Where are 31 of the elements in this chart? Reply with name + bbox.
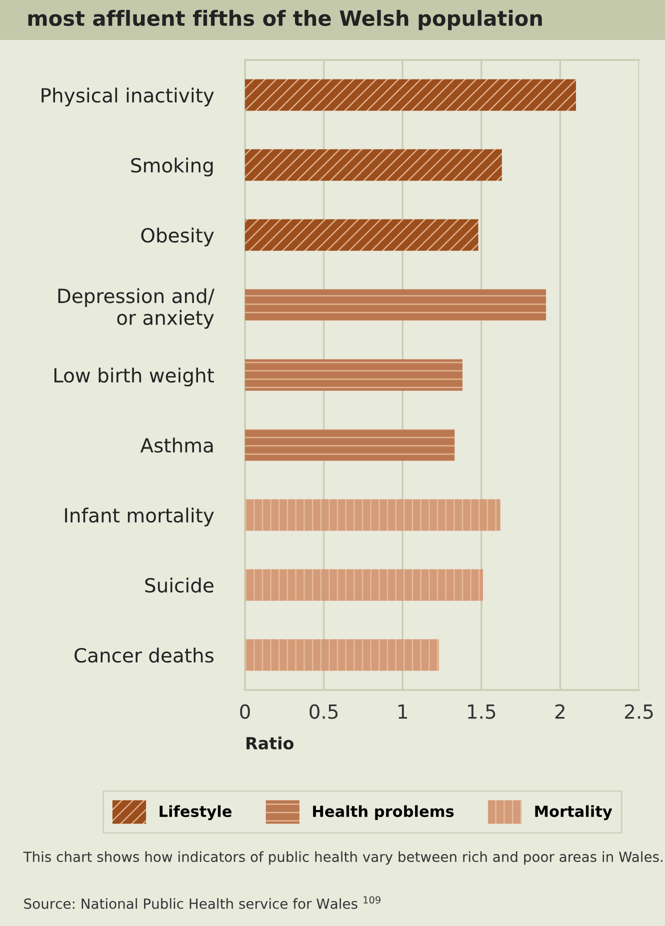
x-tick-label: 1.5 <box>468 704 496 719</box>
y-tick-label: Suicide <box>145 578 214 593</box>
bar <box>245 289 546 321</box>
bar <box>245 639 439 671</box>
bar <box>245 149 502 181</box>
legend-label: Mortality <box>535 805 612 820</box>
y-tick-label: Depression and/ or anxiety <box>58 288 214 329</box>
x-tick-label: 0.5 <box>310 704 338 719</box>
y-tick-label: Infant mortality <box>65 508 214 526</box>
x-tick-label: 2.5 <box>624 704 653 719</box>
x-tick-label: 2 <box>555 704 564 719</box>
bar <box>245 429 455 461</box>
x-tick-label: 1 <box>398 704 407 719</box>
bar <box>245 79 576 111</box>
y-tick-label: Cancer deaths <box>74 648 214 663</box>
y-tick-label: Smoking <box>131 158 213 176</box>
y-tick-label: Low birth weight <box>54 368 214 386</box>
y-tick-label: Obesity <box>141 228 214 246</box>
y-tick-label: Asthma <box>140 438 213 453</box>
legend-label: Health problems <box>313 805 454 820</box>
chart-title: most affluent fifths of the Welsh population <box>28 10 542 30</box>
text: This chart shows how indicators of public health vary between rich and poor areas in Wales. <box>23 851 662 865</box>
bar <box>245 219 478 251</box>
y-tick-label: Physical inactivity <box>42 88 214 106</box>
x-tick-label: 0 <box>240 704 250 719</box>
bar <box>245 499 500 531</box>
x-axis-title: Ratio <box>246 736 294 750</box>
bar <box>245 359 462 391</box>
legend-label: Lifestyle <box>160 805 232 820</box>
bar <box>245 569 483 601</box>
source-note: Source: National Public Health service for Wales $^{109}$ <box>24 896 380 909</box>
